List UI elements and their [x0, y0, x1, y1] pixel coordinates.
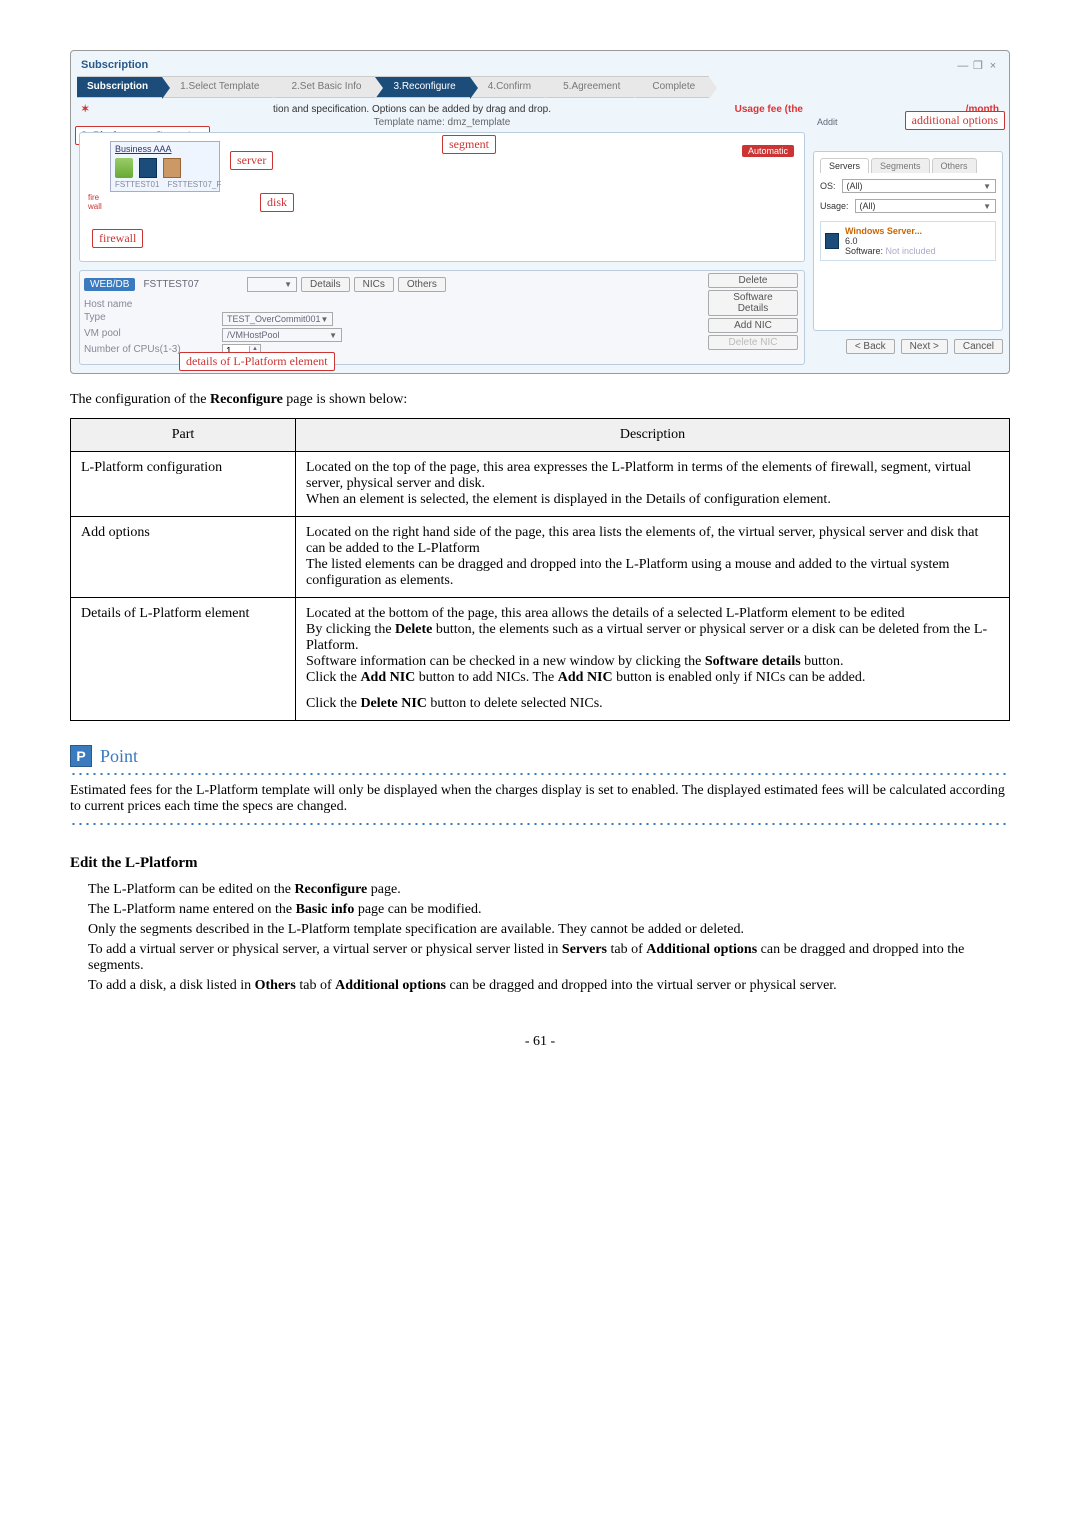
opt-tab-segments[interactable]: Segments: [871, 158, 930, 173]
server-icon-2[interactable]: [163, 158, 181, 178]
server-icon[interactable]: [139, 158, 157, 178]
wizard-step-6[interactable]: Complete: [634, 76, 709, 98]
right-pane: /month additional options Addit Servers …: [813, 102, 1003, 367]
intro-paragraph: The configuration of the Reconfigure pag…: [70, 392, 1010, 408]
automatic-badge: Automatic: [742, 145, 794, 157]
edit-p5: To add a disk, a disk listed in Others t…: [88, 978, 1010, 994]
server-card-sw-val: Not included: [886, 246, 936, 256]
back-button[interactable]: < Back: [846, 339, 895, 354]
server-card-line1: 6.0: [845, 236, 936, 246]
lbl-vmpool: VM pool: [84, 328, 214, 342]
point-title: Point: [100, 746, 138, 767]
wizard-nav: Subscription 1.Select Template 2.Set Bas…: [77, 76, 1003, 98]
details-server-name: FSTTEST07: [143, 279, 199, 290]
cell-part: Add options: [71, 517, 296, 598]
callout-disk: disk: [260, 193, 294, 212]
business-block[interactable]: Business AAA FSTTEST01 FSTTEST07_F: [110, 141, 220, 192]
lp-configuration-panel: segment Automatic Business AAA FSTTEST01…: [79, 132, 805, 262]
srv1-label: FSTTEST01: [115, 180, 159, 189]
tab-others[interactable]: Others: [398, 277, 446, 292]
screenshot-container: Subscription — ❐ × Subscription 1.Select…: [70, 50, 1010, 374]
cancel-button[interactable]: Cancel: [954, 339, 1003, 354]
tab-details[interactable]: Details: [301, 277, 350, 292]
th-desc: Description: [296, 419, 1010, 452]
dotline-top: [70, 771, 1010, 777]
server-card-icon: [825, 233, 839, 249]
firewall-icon: [115, 158, 133, 178]
tab-nics[interactable]: NICs: [354, 277, 394, 292]
vmpool-select[interactable]: /VMHostPool▼: [222, 328, 342, 342]
wizard-step-1[interactable]: 1.Select Template: [162, 76, 273, 98]
callout-details: details of L-Platform element: [179, 352, 335, 371]
server-card-sw-lbl: Software:: [845, 246, 883, 256]
cell-part: Details of L-Platform element: [71, 598, 296, 721]
wizard-step-3[interactable]: 3.Reconfigure: [375, 76, 469, 98]
lbl-os: OS:: [820, 181, 836, 191]
callout-add-options: additional options: [905, 111, 1005, 130]
cell-part: L-Platform configuration: [71, 452, 296, 517]
minimize-icon[interactable]: —: [957, 60, 969, 72]
table-row: L-Platform configuration Located on the …: [71, 452, 1010, 517]
add-nic-button[interactable]: Add NIC: [708, 318, 798, 333]
callout-server: server: [230, 151, 273, 170]
table-row: Details of L-Platform element Located at…: [71, 598, 1010, 721]
cell-desc: Located on the top of the page, this are…: [296, 452, 1010, 517]
lbl-type: Type: [84, 312, 214, 326]
server-card-title: Windows Server...: [845, 226, 936, 236]
star-marker: ✶: [81, 104, 89, 115]
edit-p1: The L-Platform can be edited on the Reco…: [88, 882, 1010, 898]
edit-p4: To add a virtual server or physical serv…: [88, 942, 1010, 974]
lbl-host: Host name: [84, 299, 214, 310]
opt-tab-servers[interactable]: Servers: [820, 158, 869, 173]
callout-firewall: firewall: [92, 229, 143, 248]
details-tag: WEB/DB: [84, 278, 135, 291]
cell-desc: Located at the bottom of the page, this …: [296, 598, 1010, 721]
point-text: Estimated fees for the L-Platform templa…: [70, 783, 1010, 815]
os-select[interactable]: (All)▼: [842, 179, 996, 193]
usage-fee-label: Usage fee (the: [735, 104, 803, 115]
wizard-step-4[interactable]: 4.Confirm: [470, 76, 545, 98]
restore-icon[interactable]: ❐: [972, 59, 984, 72]
next-button[interactable]: Next >: [901, 339, 948, 354]
srv2-label: FSTTEST07_F: [167, 180, 221, 189]
delete-button[interactable]: Delete: [708, 273, 798, 288]
edit-p2: The L-Platform name entered on the Basic…: [88, 902, 1010, 918]
details-type-select[interactable]: ▼: [247, 277, 297, 292]
window-titlebar: Subscription — ❐ ×: [77, 57, 1003, 74]
wizard-step-subscription[interactable]: Subscription: [77, 76, 162, 98]
wizard-step-5[interactable]: 5.Agreement: [545, 76, 634, 98]
edit-heading: Edit the L-Platform: [70, 855, 1010, 872]
server-card[interactable]: Windows Server... 6.0 Software: Not incl…: [820, 221, 996, 261]
description-table: Part Description L-Platform configuratio…: [70, 418, 1010, 721]
th-part: Part: [71, 419, 296, 452]
window-title: Subscription: [81, 59, 148, 72]
details-panel: WEB/DB FSTTEST07 ▼ Details NICs Others D…: [79, 270, 805, 365]
close-icon[interactable]: ×: [987, 60, 999, 72]
left-pane: ✶ tion and specification. Options can be…: [77, 102, 807, 367]
business-title: Business AAA: [115, 144, 215, 154]
point-icon: P: [70, 745, 92, 767]
instruction-text: tion and specification. Options can be a…: [89, 104, 734, 115]
page-number: - 61 -: [70, 1034, 1010, 1050]
usage-select[interactable]: (All)▼: [855, 199, 996, 213]
callout-segment: segment: [442, 135, 496, 154]
edit-p3: Only the segments described in the L-Pla…: [88, 922, 1010, 938]
opt-tab-others[interactable]: Others: [932, 158, 977, 173]
firewall-marker: firewall: [88, 193, 102, 211]
additional-options-panel: Servers Segments Others OS: (All)▼ Usage…: [813, 151, 1003, 331]
type-select[interactable]: TEST_OverCommit001▼: [222, 312, 333, 326]
table-row: Add options Located on the right hand si…: [71, 517, 1010, 598]
lbl-usage: Usage:: [820, 201, 849, 211]
dotline-bottom: [70, 821, 1010, 827]
window-controls: — ❐ ×: [957, 59, 999, 72]
software-details-button[interactable]: Software Details: [708, 290, 798, 316]
point-block: P Point Estimated fees for the L-Platfor…: [70, 745, 1010, 827]
wizard-step-2[interactable]: 2.Set Basic Info: [273, 76, 375, 98]
cell-desc: Located on the right hand side of the pa…: [296, 517, 1010, 598]
delete-nic-button[interactable]: Delete NIC: [708, 335, 798, 350]
